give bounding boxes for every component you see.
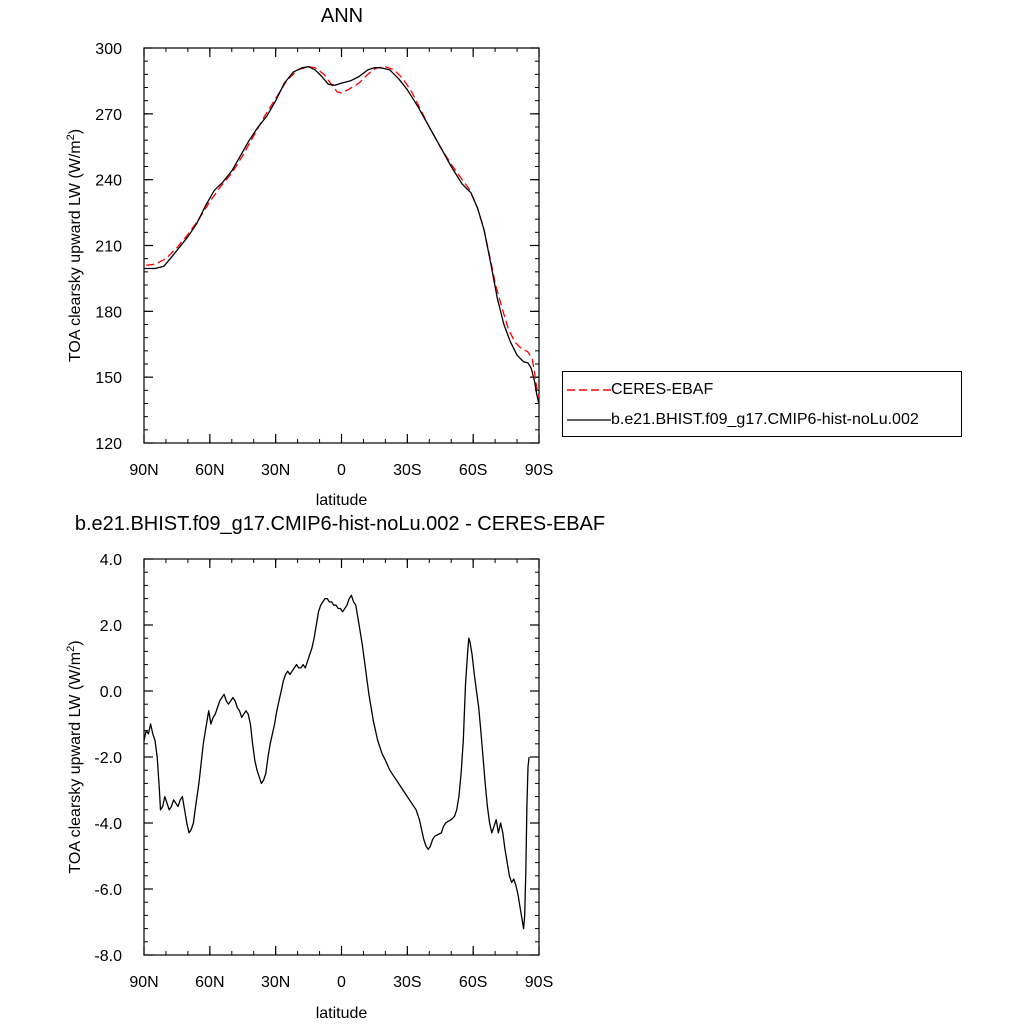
legend-label-ceres-ebaf: CERES-EBAF <box>611 381 714 398</box>
legend-line-ceres-ebaf <box>567 389 611 391</box>
y-tick-label: -2.0 <box>94 750 122 767</box>
plot-frame <box>143 558 540 956</box>
y-axis-label: TOA clearsky upward LW (W/m2) <box>65 640 84 873</box>
y-tick-label: 180 <box>95 304 122 321</box>
x-tick-label: 0 <box>337 974 346 991</box>
plot-frame <box>143 47 540 444</box>
x-tick-label: 30N <box>261 974 290 991</box>
y-tick-label: 0.0 <box>100 684 122 701</box>
legend-entry-ceres-ebaf: CERES-EBAF <box>563 380 961 400</box>
x-tick-label: 60S <box>459 462 487 479</box>
x-tick-label: 30N <box>261 462 290 479</box>
x-axis-label: latitude <box>316 1005 368 1022</box>
series-line-1 <box>146 66 540 398</box>
y-tick-label: 240 <box>95 173 122 190</box>
y-tick-label: 120 <box>95 436 122 453</box>
series-line-1 <box>143 594 530 930</box>
x-tick-label: 90S <box>525 974 553 991</box>
legend-line-model <box>567 419 611 421</box>
x-tick-label: 60N <box>195 974 224 991</box>
x-tick-label: 30S <box>393 462 421 479</box>
x-tick-label: 90S <box>525 462 553 479</box>
y-tick-label: 150 <box>95 370 122 387</box>
legend: CERES-EBAF b.e21.BHIST.f09_g17.CMIP6-his… <box>562 371 962 437</box>
x-tick-label: 60S <box>459 974 487 991</box>
chart-1: ANN 120 150 180 210 240 270 300 90N 60N 30N 0 30S 60S… <box>65 5 553 509</box>
x-tick-label: 90N <box>129 462 158 479</box>
y-axis-label: TOA clearsky upward LW (W/m2) <box>65 129 84 362</box>
chart-title: ANN <box>321 5 363 27</box>
legend-entry-model: b.e21.BHIST.f09_g17.CMIP6-hist-noLu.002 <box>563 410 961 430</box>
x-axis-label: latitude <box>316 492 368 509</box>
y-tick-label: 2.0 <box>100 618 122 635</box>
y-tick-label: 4.0 <box>100 552 122 569</box>
y-tick-label: -4.0 <box>94 816 122 833</box>
x-tick-label: 60N <box>195 462 224 479</box>
y-tick-label: -6.0 <box>94 882 122 899</box>
chart-2: b.e21.BHIST.f09_g17.CMIP6-hist-noLu.002 … <box>65 513 605 1022</box>
x-tick-label: 90N <box>129 974 158 991</box>
series-line-2 <box>144 66 540 404</box>
y-tick-label: 210 <box>95 239 122 256</box>
y-tick-label: 300 <box>95 41 122 58</box>
x-tick-label: 30S <box>393 974 421 991</box>
y-tick-label: 270 <box>95 107 122 124</box>
x-tick-label: 0 <box>337 462 346 479</box>
chart-title: b.e21.BHIST.f09_g17.CMIP6-hist-noLu.002 … <box>75 513 605 535</box>
y-tick-label: -8.0 <box>94 948 122 965</box>
legend-label-model: b.e21.BHIST.f09_g17.CMIP6-hist-noLu.002 <box>611 411 919 428</box>
